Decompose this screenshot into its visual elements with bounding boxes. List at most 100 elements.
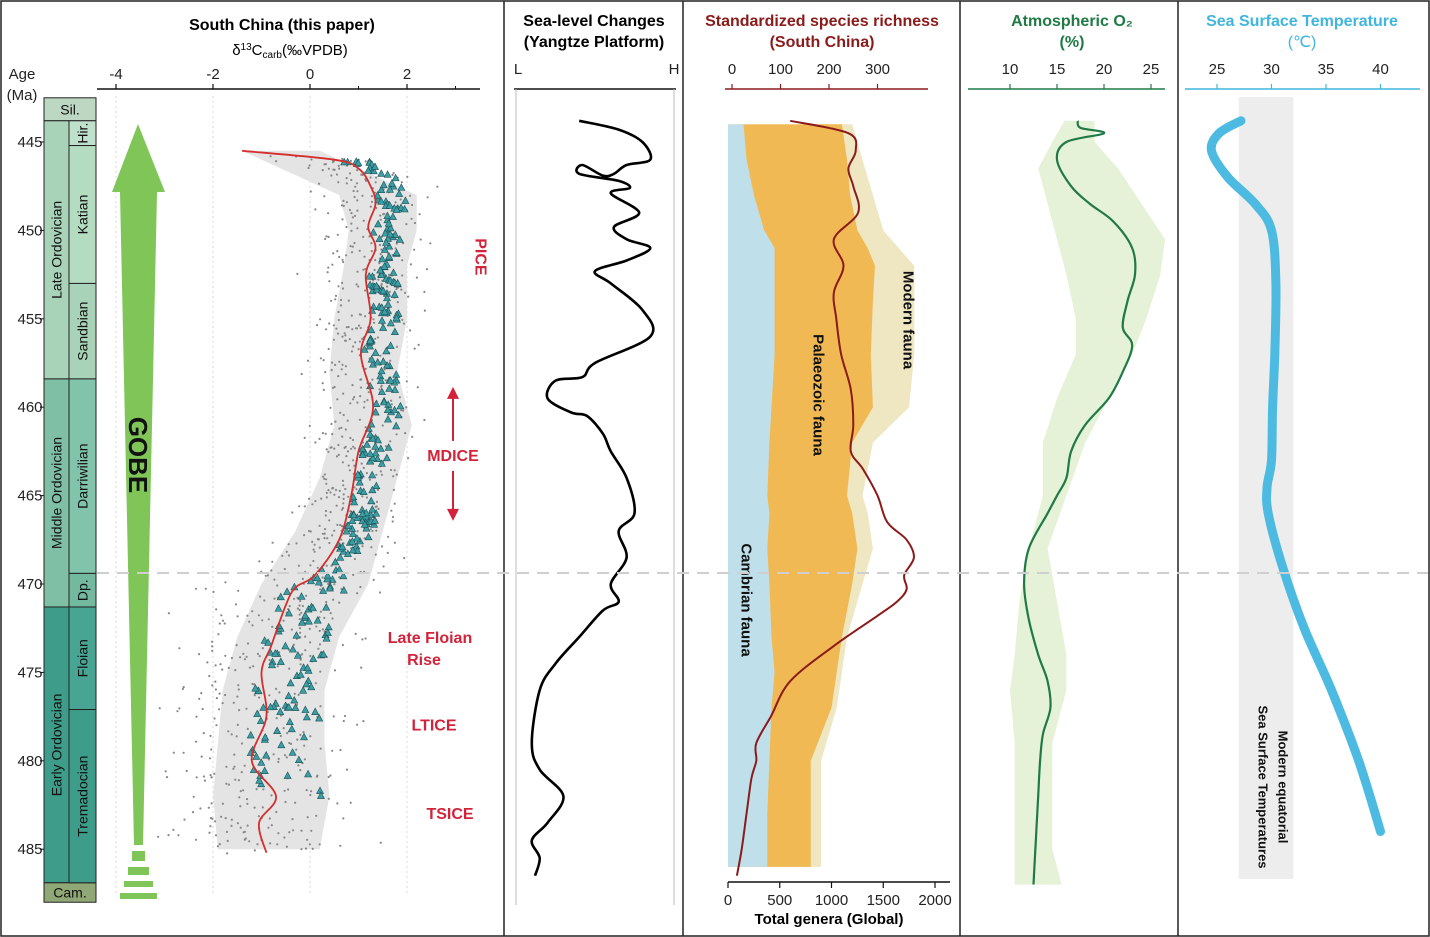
bottom-tick-label: 0 xyxy=(724,892,732,909)
data-point xyxy=(409,194,412,197)
data-triangle xyxy=(293,651,302,659)
data-point xyxy=(302,731,305,734)
data-point xyxy=(336,250,339,253)
data-point xyxy=(360,666,363,669)
x-tick-label: 0 xyxy=(306,66,314,83)
data-point xyxy=(332,715,335,718)
data-point xyxy=(220,815,223,818)
data-triangle xyxy=(368,470,377,479)
data-point xyxy=(344,365,347,368)
data-point xyxy=(291,818,294,821)
data-point xyxy=(332,324,335,327)
data-triangle xyxy=(366,430,375,438)
event-label-tsice: TSICE xyxy=(426,806,473,823)
data-point xyxy=(378,243,381,247)
data-point xyxy=(225,765,228,768)
data-point xyxy=(370,546,373,549)
data-triangle xyxy=(385,201,394,209)
data-point xyxy=(329,510,332,514)
data-triangle xyxy=(342,526,351,535)
data-point xyxy=(238,709,241,712)
data-point xyxy=(429,242,432,245)
data-point xyxy=(319,357,322,360)
data-point xyxy=(358,249,361,252)
data-point xyxy=(306,838,309,841)
stage-box xyxy=(68,709,97,884)
data-point xyxy=(375,529,378,532)
data-point xyxy=(358,418,361,421)
data-triangle xyxy=(313,573,322,582)
data-point xyxy=(381,424,384,427)
data-point xyxy=(356,592,359,595)
data-triangle xyxy=(296,670,305,678)
data-triangle xyxy=(376,444,385,452)
data-triangle xyxy=(298,618,307,626)
data-triangle xyxy=(316,791,325,799)
data-triangle xyxy=(368,485,377,494)
data-point xyxy=(320,497,323,500)
data-point xyxy=(391,173,394,177)
data-triangle xyxy=(380,397,389,406)
data-point xyxy=(312,559,315,563)
stage-label: Tremadocian xyxy=(75,756,91,837)
data-point xyxy=(411,435,414,438)
panel-c-title: Standardized species richness xyxy=(705,13,939,30)
data-point xyxy=(296,596,299,600)
data-triangle xyxy=(382,346,391,355)
data-point xyxy=(279,734,282,738)
data-point xyxy=(390,509,393,512)
data-point xyxy=(301,653,304,656)
data-point xyxy=(167,612,170,615)
data-point xyxy=(215,697,218,700)
data-point xyxy=(275,687,278,691)
band-label: Sea Surface Temperatures xyxy=(1256,705,1271,868)
data-point xyxy=(384,445,387,448)
data-point xyxy=(362,219,365,222)
data-point xyxy=(361,194,364,197)
data-point xyxy=(349,402,352,405)
data-point xyxy=(335,455,339,458)
data-point xyxy=(259,595,262,598)
data-point xyxy=(281,554,284,557)
data-point xyxy=(356,401,359,404)
data-point xyxy=(314,500,317,503)
panel-a-title: South China (this paper) xyxy=(189,17,375,34)
data-point xyxy=(354,341,357,344)
xlabel-sub: carb xyxy=(263,50,283,61)
data-point xyxy=(275,717,278,720)
data-point xyxy=(332,338,335,341)
data-point xyxy=(308,843,311,846)
data-point xyxy=(341,435,344,438)
data-point xyxy=(345,326,348,329)
band-label: Modern equatorial xyxy=(1276,731,1291,844)
data-point xyxy=(351,328,354,331)
data-point xyxy=(318,546,321,549)
data-point xyxy=(402,322,406,325)
data-point xyxy=(364,315,367,318)
data-triangle xyxy=(319,650,328,658)
data-triangle xyxy=(387,179,396,187)
data-point xyxy=(334,294,338,297)
data-triangle xyxy=(375,234,384,243)
data-point xyxy=(324,514,327,517)
data-point xyxy=(243,830,246,833)
data-point xyxy=(374,553,377,556)
data-point xyxy=(383,212,386,215)
data-triangle xyxy=(360,520,369,528)
data-point xyxy=(296,272,299,275)
data-point xyxy=(324,509,328,513)
data-triangle xyxy=(315,713,324,722)
event-label-ltice: LTICE xyxy=(411,717,456,734)
data-point xyxy=(331,749,334,752)
data-point xyxy=(303,744,306,747)
data-point xyxy=(417,343,420,346)
data-triangle xyxy=(286,678,295,687)
data-point xyxy=(210,802,213,805)
data-point xyxy=(405,406,408,409)
data-point xyxy=(283,836,286,839)
data-point xyxy=(208,674,211,678)
data-triangle xyxy=(366,336,375,344)
data-point xyxy=(321,628,324,631)
data-triangle xyxy=(264,638,273,646)
data-point xyxy=(277,832,280,835)
